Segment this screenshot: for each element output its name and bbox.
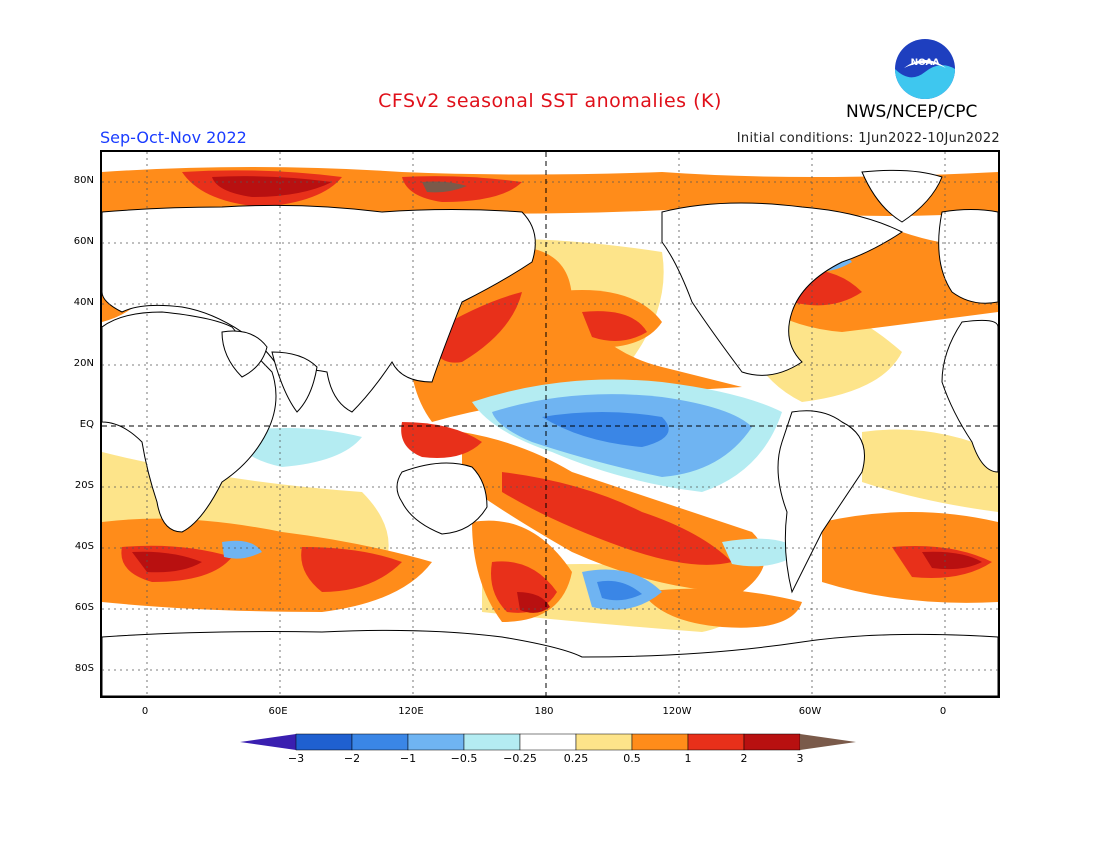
season-period: Sep-Oct-Nov 2022 bbox=[100, 128, 247, 147]
equator-dateline bbox=[102, 152, 998, 696]
lat-label-40n: 40N bbox=[73, 297, 94, 308]
colorbar-segment-2 bbox=[351, 733, 409, 751]
anomaly-arctic-darkred bbox=[212, 176, 332, 197]
anomaly-maritime-red bbox=[401, 422, 482, 458]
lon-label-0-west: 0 bbox=[141, 706, 149, 717]
lat-label-20n: 20N bbox=[73, 358, 94, 369]
agency-label: NWS/NCEP/CPC bbox=[846, 102, 978, 122]
colorbar-segment-7 bbox=[631, 733, 689, 751]
anomaly-io-south-blue bbox=[222, 540, 262, 559]
sst-anomaly-map bbox=[100, 150, 1000, 698]
land-india bbox=[271, 351, 318, 413]
landmasses bbox=[102, 169, 998, 696]
lon-label-120e: 120E bbox=[398, 706, 424, 717]
colorbar bbox=[240, 733, 856, 751]
anomaly-arctic-brown bbox=[422, 181, 467, 193]
anomaly-npac-red bbox=[582, 311, 647, 341]
colorbar-segment-6 bbox=[575, 733, 633, 751]
anomaly-so-pac-blue-core bbox=[597, 580, 642, 601]
map-title: CFSv2 seasonal SST anomalies (K) bbox=[378, 90, 722, 112]
land-north-america bbox=[661, 202, 903, 376]
colorbar-label: 0.5 bbox=[623, 752, 641, 765]
colorbar-label: −0.5 bbox=[450, 752, 478, 765]
lat-label-20s: 20S bbox=[74, 480, 94, 491]
land-eurasia bbox=[102, 204, 536, 413]
colorbar-label: 3 bbox=[796, 752, 804, 765]
noaa-logo-text: NOAA bbox=[911, 58, 940, 68]
anomaly-so-warm-3 bbox=[642, 588, 802, 628]
colorbar-label: −0.25 bbox=[503, 752, 537, 765]
land-arabia bbox=[221, 330, 268, 378]
colorbar-segment-3 bbox=[407, 733, 465, 751]
lon-label-0-east: 0 bbox=[939, 706, 947, 717]
land-australia bbox=[396, 462, 488, 535]
lat-label-60n: 60N bbox=[73, 236, 94, 247]
anomaly-spac-red bbox=[502, 472, 732, 565]
anomaly-satl-darkred bbox=[922, 551, 982, 570]
lon-label-180: 180 bbox=[534, 706, 554, 717]
anomaly-sao-lightblue bbox=[722, 538, 802, 567]
land-africa bbox=[102, 311, 277, 533]
colorbar-label: −2 bbox=[343, 752, 361, 765]
lat-label-60s: 60S bbox=[74, 602, 94, 613]
anomaly-tasman-darkred bbox=[517, 592, 550, 613]
land-africa-east-edge bbox=[941, 319, 998, 473]
colorbar-label: 1 bbox=[684, 752, 692, 765]
colorbar-segment-4 bbox=[463, 733, 521, 751]
lon-label-60w: 60W bbox=[798, 706, 822, 717]
lat-label-40s: 40S bbox=[74, 541, 94, 552]
land-antarctica bbox=[102, 629, 998, 696]
colorbar-label: 0.25 bbox=[563, 752, 589, 765]
colorbar-label: −1 bbox=[399, 752, 417, 765]
graticule bbox=[102, 152, 998, 696]
colorbar-segment-5 bbox=[519, 733, 577, 751]
lat-label-eq: EQ bbox=[79, 419, 94, 430]
colorbar-label: 2 bbox=[740, 752, 748, 765]
land-south-america bbox=[777, 410, 865, 594]
anomaly-nwpac-red bbox=[432, 292, 522, 363]
colorbar-label: −3 bbox=[287, 752, 305, 765]
noaa-logo-icon: NOAA bbox=[895, 39, 955, 99]
land-greenland bbox=[861, 169, 943, 223]
anomaly-enso-core bbox=[542, 412, 669, 447]
map-canvas bbox=[102, 152, 998, 696]
anomaly-sio-darkred bbox=[132, 551, 202, 573]
lat-label-80n: 80N bbox=[73, 175, 94, 186]
colorbar-segment-8 bbox=[687, 733, 745, 751]
lon-label-60e: 60E bbox=[268, 706, 288, 717]
anomaly-satl-light bbox=[862, 429, 998, 512]
colorbar-segment-9 bbox=[743, 733, 801, 751]
lon-label-120w: 120W bbox=[662, 706, 692, 717]
anomaly-so-red-2 bbox=[301, 547, 402, 592]
initial-conditions: Initial conditions: 1Jun2022-10Jun2022 bbox=[736, 131, 1000, 146]
colorbar-segment-1 bbox=[295, 733, 353, 751]
colorbar-max-arrow bbox=[800, 734, 856, 750]
colorbar-min-arrow bbox=[240, 734, 296, 750]
lat-label-80s: 80S bbox=[74, 663, 94, 674]
land-europe-east-edge bbox=[938, 209, 998, 304]
